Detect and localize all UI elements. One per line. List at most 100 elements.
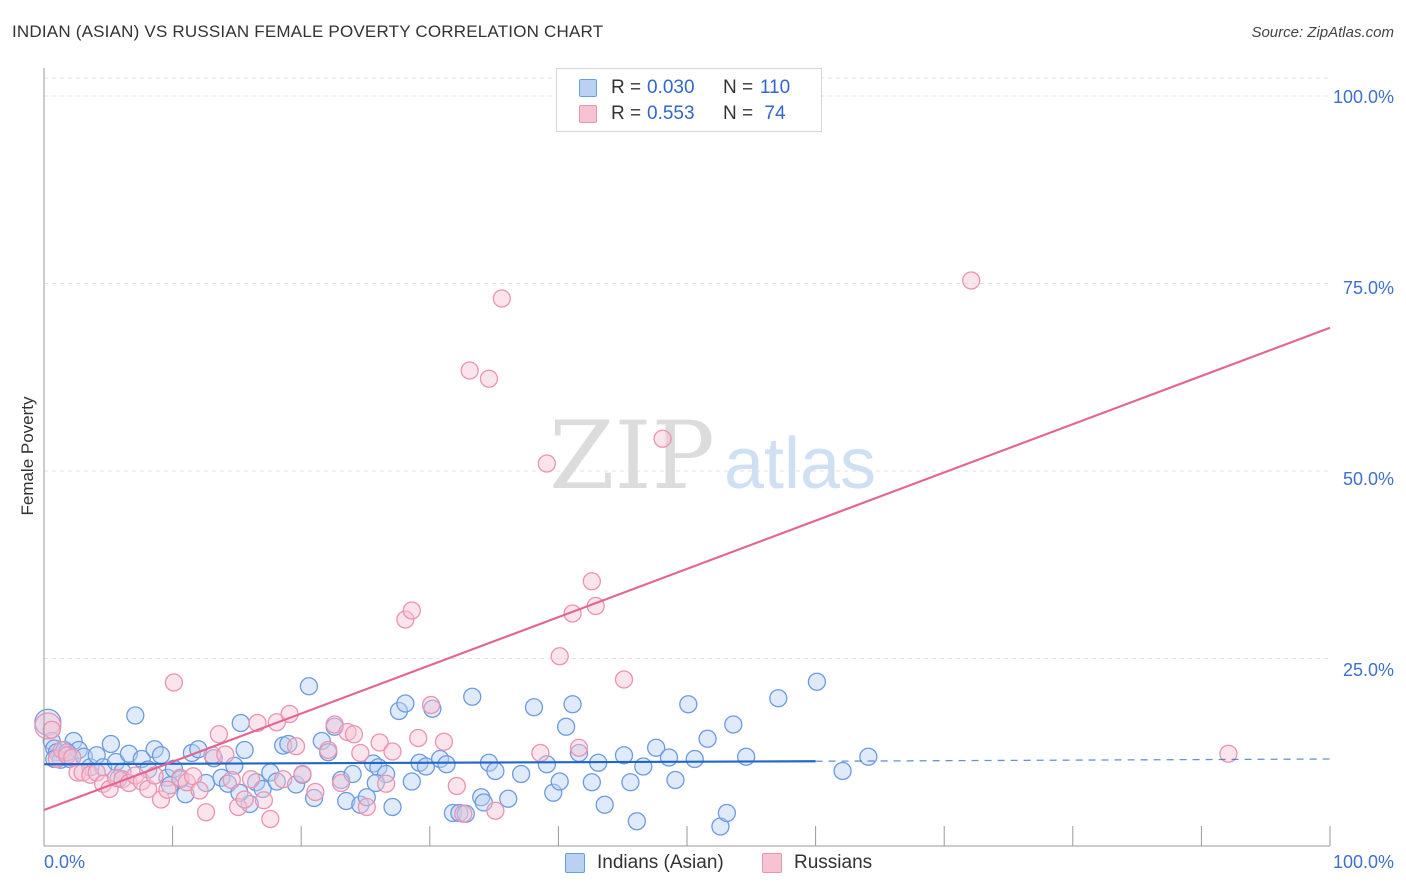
indians-point xyxy=(235,740,254,760)
indians-point xyxy=(833,761,852,781)
russians-point xyxy=(454,804,473,823)
indians-point xyxy=(563,695,582,714)
watermark: ZIP atlas xyxy=(549,402,876,511)
indians-point xyxy=(524,698,544,717)
russians-point xyxy=(653,429,672,448)
indians-point xyxy=(544,783,563,802)
indians-point xyxy=(247,773,266,792)
indians-point xyxy=(659,748,679,767)
russians-point xyxy=(196,803,216,822)
russians-point xyxy=(293,764,312,784)
legend-r-value: 0.030 xyxy=(647,77,695,98)
legend-label-russians: Russians xyxy=(794,852,873,873)
indians-point xyxy=(550,772,569,791)
indians-point xyxy=(101,734,121,754)
indians-point xyxy=(679,695,698,714)
indians-point xyxy=(859,747,878,766)
russians-point xyxy=(261,809,280,829)
russians-point xyxy=(209,725,229,744)
legend-n-label: N = xyxy=(723,77,754,98)
indians-point xyxy=(614,746,634,765)
indians-point xyxy=(376,764,396,784)
russians-point xyxy=(1219,744,1238,763)
y-axis-label: Female Poverty xyxy=(18,396,37,516)
russians-point xyxy=(344,725,364,744)
russians-point xyxy=(486,801,505,820)
russians-point xyxy=(52,740,72,760)
russians-point xyxy=(42,720,61,739)
indians-point xyxy=(511,764,531,784)
russians-point xyxy=(274,770,293,789)
indians-point xyxy=(486,761,505,781)
russians-point xyxy=(402,601,421,620)
indians-point xyxy=(312,731,331,751)
indians-point xyxy=(443,803,463,823)
russians-point xyxy=(492,289,511,308)
russians-point xyxy=(370,733,389,752)
indians-point xyxy=(396,694,415,713)
russians-point xyxy=(331,773,351,793)
indians-point xyxy=(499,789,518,808)
indians-point xyxy=(537,755,556,774)
russians-point xyxy=(376,774,396,793)
russians-point xyxy=(235,790,254,809)
indians-point xyxy=(389,701,409,721)
gridlines xyxy=(44,77,1330,659)
russians-point xyxy=(479,369,499,388)
indians-point xyxy=(666,770,685,790)
russians-point xyxy=(434,732,454,751)
indians-point xyxy=(299,677,319,696)
legend-swatch-russians xyxy=(762,853,782,873)
indians-point xyxy=(737,747,756,766)
indians-point xyxy=(151,746,171,765)
russians-point xyxy=(460,361,479,380)
indians-point xyxy=(698,729,717,748)
legend-n-value: 74 xyxy=(764,103,786,124)
legend-n-label: N = xyxy=(723,103,754,124)
russians-point xyxy=(254,791,274,810)
y-tick-label-100: 100.0% xyxy=(1332,87,1394,107)
indians-point xyxy=(582,773,601,792)
x-axis-ticks xyxy=(43,826,1331,846)
indians-point xyxy=(304,788,324,808)
indians-trendline xyxy=(43,760,816,766)
source-label: Source: ZipAtlas.com xyxy=(1251,24,1394,41)
russians-point xyxy=(531,743,550,763)
indians-point xyxy=(627,812,646,831)
russians-point xyxy=(357,797,376,817)
y-tick-label-50: 50.0% xyxy=(1342,469,1394,489)
legend-item-indians: Indians (Asian) xyxy=(565,852,724,874)
indians-point xyxy=(595,795,614,814)
russians-point xyxy=(222,770,241,790)
y-tick-label-75: 75.0% xyxy=(1342,278,1394,298)
watermark-zip: ZIP xyxy=(549,402,715,511)
russians-point xyxy=(319,740,338,760)
indians-point xyxy=(383,797,402,817)
russians-point xyxy=(216,745,235,764)
legend-item-russians: Russians xyxy=(762,852,872,874)
indians-point xyxy=(231,713,250,733)
russians-point xyxy=(151,790,171,809)
indians-point xyxy=(769,689,788,708)
russians-point xyxy=(537,454,556,473)
legend-row-indians: R = 0.030 N = 110 xyxy=(579,76,795,100)
russians-point xyxy=(229,797,248,817)
russians-point xyxy=(164,673,184,692)
russians-point xyxy=(306,782,325,802)
indians-point xyxy=(402,772,421,791)
indians-point xyxy=(724,715,743,734)
legend-r-label: R = xyxy=(611,77,642,98)
indians-point xyxy=(685,749,704,769)
russians-point xyxy=(550,647,569,666)
russians-point xyxy=(34,712,62,740)
russians-point xyxy=(158,780,177,799)
indians-point xyxy=(556,717,576,736)
russians-point xyxy=(409,728,428,748)
trendlines xyxy=(43,326,1331,812)
correlation-legend: R = 0.030 N = 110 R = 0.553 N = 74 xyxy=(556,68,822,132)
russians-point xyxy=(614,670,634,689)
russians-point xyxy=(569,738,589,757)
russians-point xyxy=(383,742,402,761)
indians-point xyxy=(357,788,376,807)
